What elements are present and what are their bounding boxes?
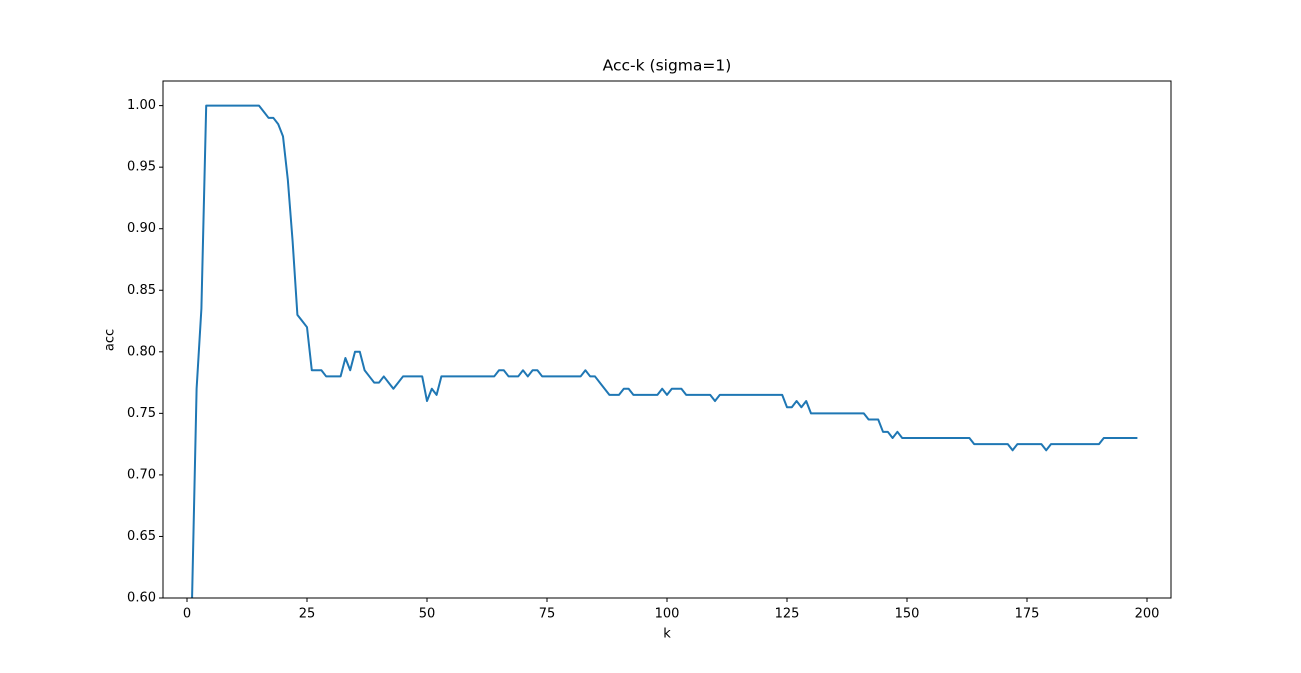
y-tick-label: 0.80 <box>127 344 156 359</box>
x-tick-label: 100 <box>655 607 680 622</box>
y-tick-label: 0.95 <box>127 160 156 175</box>
y-tick-label: 0.60 <box>127 591 156 606</box>
y-tick-label: 0.85 <box>127 283 156 298</box>
axes-frame <box>162 80 1172 599</box>
y-tick-label: 0.75 <box>127 406 156 421</box>
x-tick-label: 125 <box>775 607 800 622</box>
chart-title: Acc-k (sigma=1) <box>603 57 732 75</box>
y-tick-label: 1.00 <box>127 98 156 113</box>
y-tick-label: 0.70 <box>127 467 156 482</box>
y-tick-label: 0.65 <box>127 529 156 544</box>
x-tick-label: 50 <box>419 607 436 622</box>
y-axis-label: acc <box>103 329 118 351</box>
x-tick-label: 175 <box>1015 607 1040 622</box>
x-tick-label: 150 <box>895 607 920 622</box>
x-tick-label: 0 <box>183 607 191 622</box>
x-tick-label: 75 <box>539 607 556 622</box>
x-tick-label: 25 <box>299 607 316 622</box>
x-tick-label: 200 <box>1135 607 1160 622</box>
plot-area <box>191 104 1138 598</box>
x-axis-label: k <box>663 627 671 642</box>
y-tick-label: 0.90 <box>127 221 156 236</box>
data-line <box>191 104 1138 598</box>
